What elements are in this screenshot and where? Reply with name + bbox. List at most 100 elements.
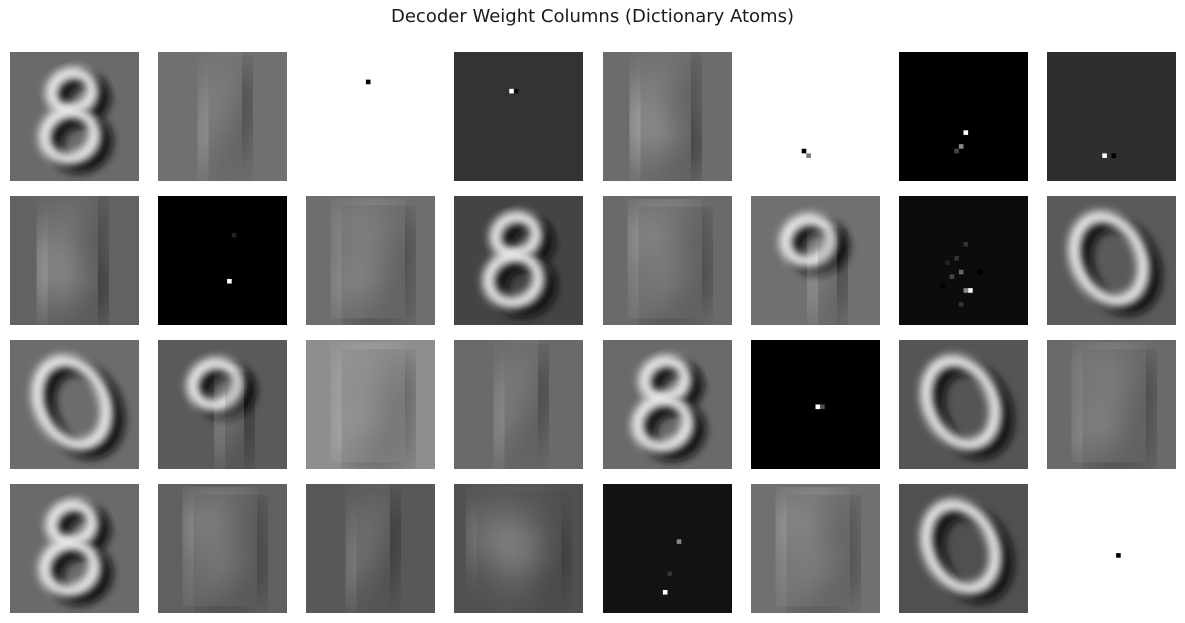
atom-image [306, 52, 435, 181]
atom-pixel [365, 79, 371, 85]
atom-stroke-bright [191, 504, 249, 590]
atom-stroke-bright [631, 394, 694, 453]
atom-tile [1047, 340, 1176, 469]
atom-image [603, 52, 732, 181]
atom-tile [10, 52, 139, 181]
atom-tile [10, 484, 139, 613]
atom-stroke-dark [52, 212, 105, 315]
atom-stroke-bright [477, 504, 549, 599]
atom-image [1047, 340, 1176, 469]
atom-tile [306, 52, 435, 181]
atom-pixel [963, 130, 969, 135]
atom-stroke-bright [1080, 359, 1138, 446]
atom-tile [751, 484, 880, 613]
atom-stroke-bright [200, 67, 240, 162]
atom-pixel [977, 269, 982, 275]
atom-stroke-dark [200, 510, 261, 599]
atom-tile [158, 196, 287, 325]
atom-pixel [231, 232, 237, 238]
atom-image [1047, 52, 1176, 181]
atom-image [1047, 484, 1176, 613]
atom-image [603, 196, 732, 325]
atom-stroke-bright [214, 378, 244, 455]
atom-pixel [1102, 153, 1107, 158]
atom-tile [454, 340, 583, 469]
atom-stroke-dark [209, 73, 252, 171]
atom-background [751, 52, 880, 181]
atom-pixel [968, 288, 973, 293]
atom-tile [1047, 52, 1176, 181]
atom-stroke-bright [784, 504, 842, 590]
atom-image [306, 196, 435, 325]
atom-image [306, 484, 435, 613]
atom-image [158, 340, 287, 469]
atom-image [751, 196, 880, 325]
atom-pixel [667, 571, 673, 577]
atom-pixel [949, 274, 955, 279]
atom-stroke-bright [31, 355, 112, 451]
atom-pixel [958, 301, 964, 307]
atom-stroke-bright [339, 215, 397, 302]
atom-stroke-bright [348, 499, 388, 594]
atom-image [751, 484, 880, 613]
atom-tile [454, 484, 583, 613]
atom-pixel [963, 288, 969, 293]
atom-pixel [1111, 153, 1117, 158]
atom-tile [454, 52, 583, 181]
atom-tile [751, 52, 880, 181]
atom-stroke-dark [487, 510, 562, 608]
atom-stroke-bright [635, 63, 685, 162]
atom-pixel [963, 242, 969, 247]
atom-tile [158, 484, 287, 613]
atom-image [10, 484, 139, 613]
atom-stroke-dark [223, 384, 257, 464]
atom-stroke-dark [1078, 217, 1162, 315]
atom-stroke-bright [496, 355, 536, 450]
atom-stroke-bright [339, 359, 397, 446]
atom-tile [1047, 484, 1176, 613]
atom-stroke-dark [930, 361, 1014, 459]
atom-background [158, 196, 287, 325]
atom-pixel [815, 404, 821, 410]
atom-tile [603, 196, 732, 325]
atom-image [751, 52, 880, 181]
chart-title: Decoder Weight Columns (Dictionary Atoms… [391, 6, 794, 27]
atom-image [10, 340, 139, 469]
atom-stroke-bright [636, 216, 694, 302]
atom-pixel [806, 153, 811, 158]
atom-pixel [513, 88, 519, 94]
atom-tile [306, 340, 435, 469]
atom-pixel [954, 148, 959, 154]
atom-stroke-dark [645, 222, 706, 311]
atom-stroke-dark [930, 505, 1014, 603]
atom-stroke-dark [505, 361, 548, 459]
atom-image [10, 196, 139, 325]
atom-pixel [958, 144, 964, 149]
atom-tile [751, 196, 880, 325]
atom-stroke-bright [920, 499, 1001, 595]
atom-tile [454, 196, 583, 325]
atom-stroke-bright [920, 355, 1001, 451]
atom-tile [603, 52, 732, 181]
atom-pixel [676, 539, 682, 544]
atom-pixel [227, 278, 232, 284]
atom-image [751, 340, 880, 469]
atom-image [899, 340, 1028, 469]
atom-image [899, 196, 1028, 325]
atom-image [899, 484, 1028, 613]
atom-tile [306, 196, 435, 325]
atom-tile [603, 340, 732, 469]
atom-image [158, 196, 287, 325]
atom-image [1047, 196, 1176, 325]
atom-tile [751, 340, 880, 469]
atom-image [603, 484, 732, 613]
atom-image [454, 340, 583, 469]
atom-image [454, 196, 583, 325]
atom-pixel [954, 255, 959, 261]
atom-pixel [945, 260, 950, 266]
atom-stroke-bright [1068, 211, 1149, 307]
atom-stroke-bright [186, 357, 244, 411]
atom-pixel [940, 283, 946, 289]
atom-background [306, 52, 435, 181]
